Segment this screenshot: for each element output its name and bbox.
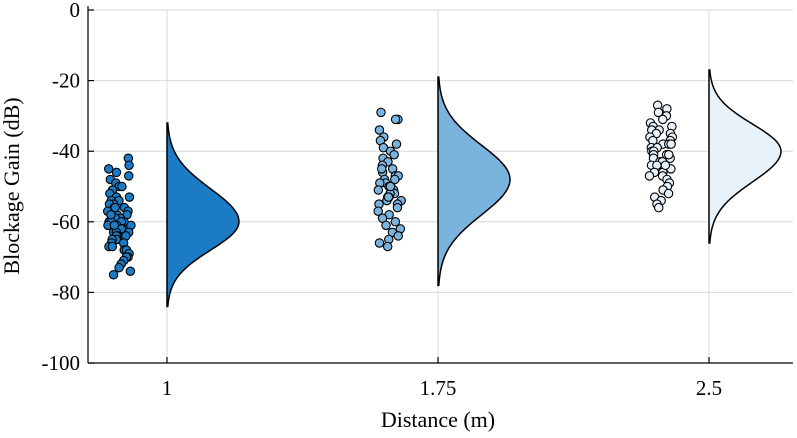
- data-point-2: [374, 238, 385, 248]
- data-point-3: [666, 139, 676, 149]
- data-point-3: [663, 149, 674, 160]
- y-tick-label: -40: [52, 139, 80, 163]
- data-point-1: [124, 160, 134, 171]
- density-cloud-1: [166, 122, 240, 308]
- axes-layer: 0 -20 -40 -60 -80 -100 1 1.75 2.5: [42, 0, 793, 400]
- data-point-1: [110, 202, 121, 213]
- data-point-2: [373, 206, 383, 216]
- data-point-2: [389, 149, 399, 160]
- data-point-2: [381, 220, 391, 231]
- data-point-1: [107, 241, 118, 252]
- data-point-1: [103, 164, 114, 174]
- data-point-3: [658, 114, 668, 125]
- points-layer: [102, 100, 678, 280]
- data-point-2: [391, 139, 402, 149]
- y-tick-label: -100: [42, 351, 81, 375]
- x-tick-label: 1.75: [420, 376, 457, 400]
- data-point-2: [373, 185, 384, 195]
- x-tick-label: 2.5: [696, 376, 722, 400]
- data-point-2: [392, 202, 403, 213]
- x-tick-label: 1: [162, 376, 173, 400]
- y-tick-label: -80: [52, 280, 80, 304]
- data-point-3: [663, 188, 674, 199]
- data-point-1: [114, 262, 124, 273]
- data-point-1: [106, 209, 116, 220]
- density-layer: [166, 69, 782, 308]
- x-axis-title: Distance (m): [381, 407, 495, 432]
- y-axis-title: Blockage Gain (dB): [0, 97, 24, 274]
- data-point-2: [376, 164, 387, 174]
- data-point-2: [374, 125, 385, 135]
- data-point-1: [111, 167, 122, 178]
- data-point-3: [644, 171, 655, 181]
- data-point-2: [376, 107, 386, 118]
- data-point-2: [383, 192, 394, 202]
- y-tick-label: -60: [52, 210, 80, 234]
- data-point-2: [390, 217, 401, 227]
- data-point-1: [109, 220, 120, 231]
- data-point-3: [653, 107, 664, 118]
- density-cloud-2: [437, 76, 511, 287]
- data-point-3: [653, 202, 664, 213]
- data-point-2: [390, 114, 401, 125]
- data-point-2: [393, 231, 403, 241]
- data-point-1: [124, 192, 135, 202]
- y-tick-label: -20: [52, 69, 80, 93]
- data-point-1: [123, 171, 134, 181]
- data-point-3: [660, 160, 671, 171]
- data-point-2: [390, 174, 400, 185]
- data-point-1: [117, 181, 127, 192]
- y-tick-label: 0: [70, 0, 81, 22]
- data-point-2: [385, 181, 396, 192]
- density-cloud-3: [708, 69, 782, 244]
- data-point-1: [108, 269, 119, 280]
- data-point-2: [382, 241, 393, 252]
- data-point-1: [125, 266, 136, 276]
